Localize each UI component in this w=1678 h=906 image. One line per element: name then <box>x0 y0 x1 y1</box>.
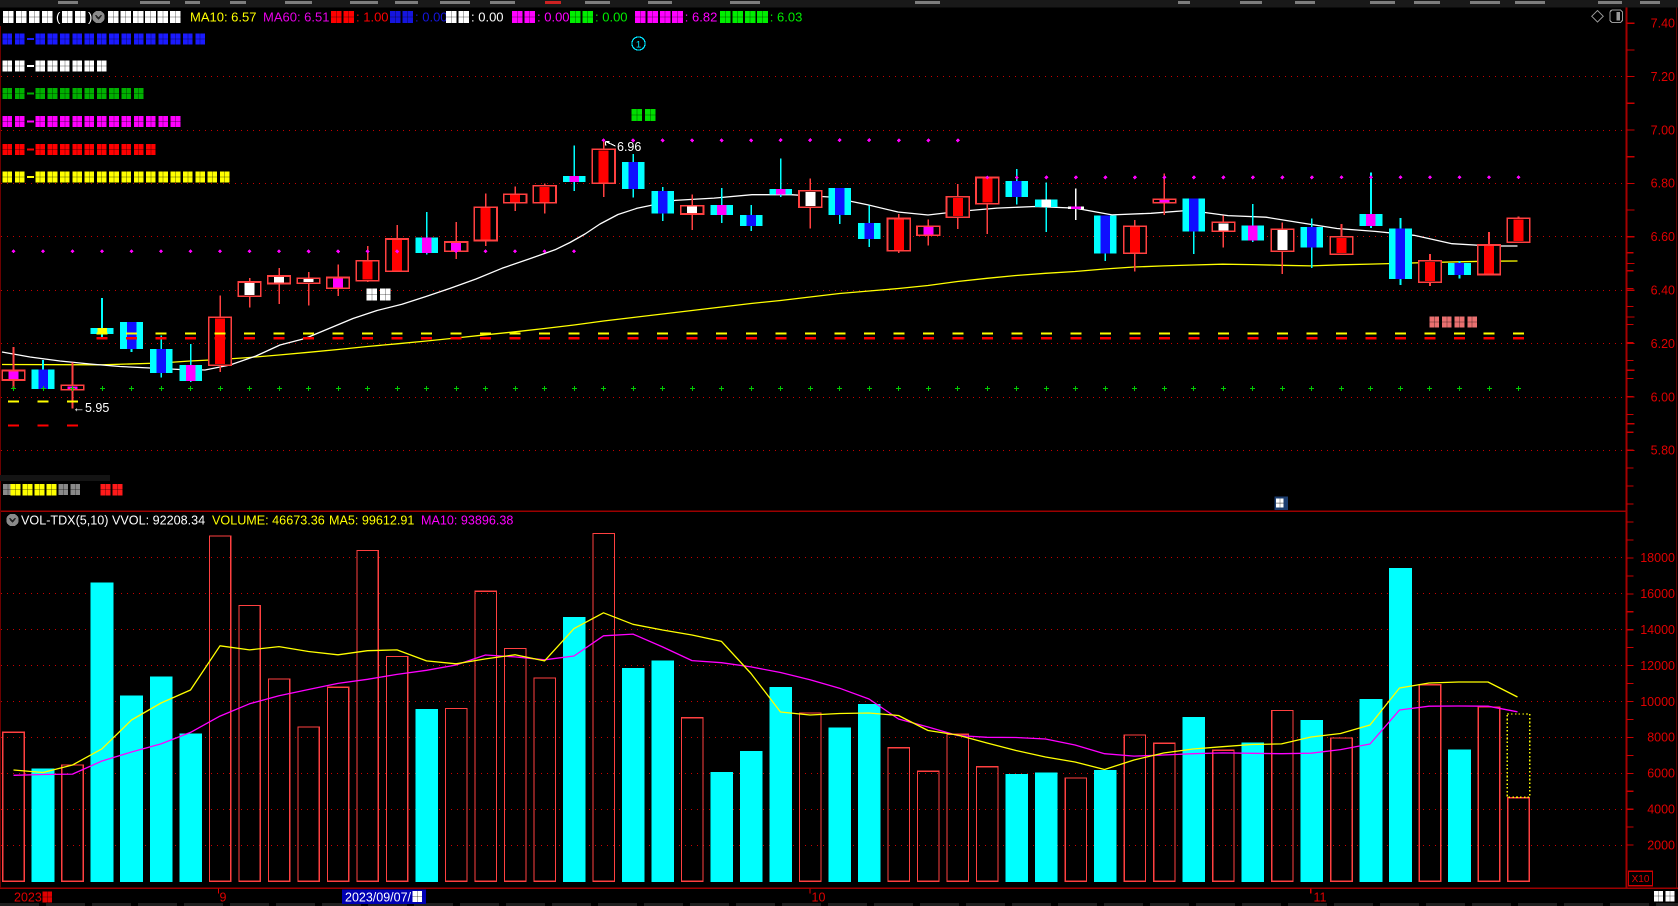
svg-text:10000: 10000 <box>1640 695 1675 709</box>
svg-text:: 0.00: : 0.00 <box>415 10 448 25</box>
svg-text:8000: 8000 <box>1647 731 1675 745</box>
svg-text:6.80: 6.80 <box>1651 177 1675 191</box>
svg-text:7.00: 7.00 <box>1651 123 1675 137</box>
svg-text:5.80: 5.80 <box>1651 444 1675 458</box>
svg-text:2023/09/07/: 2023/09/07/ <box>345 890 412 904</box>
svg-text:MA10: 6.57: MA10: 6.57 <box>190 10 257 25</box>
svg-text:: 1.00: : 1.00 <box>356 10 389 25</box>
svg-text:9: 9 <box>220 891 227 905</box>
svg-text:X10: X10 <box>1632 874 1650 885</box>
svg-text:1: 1 <box>636 40 641 51</box>
svg-text:7.20: 7.20 <box>1651 70 1675 84</box>
svg-text:16000: 16000 <box>1640 587 1675 601</box>
svg-text:MA10: 93896.38: MA10: 93896.38 <box>421 514 513 528</box>
svg-text:: 0.00: : 0.00 <box>595 10 628 25</box>
svg-text:4000: 4000 <box>1647 803 1675 817</box>
svg-text:: 0.00: : 0.00 <box>537 10 570 25</box>
svg-text:VOL-TDX(5,10) VVOL: 92208.34: VOL-TDX(5,10) VVOL: 92208.34 <box>21 514 205 528</box>
svg-text:MA5: 99612.91: MA5: 99612.91 <box>329 514 414 528</box>
svg-text:6.40: 6.40 <box>1651 284 1675 298</box>
svg-text:6.60: 6.60 <box>1651 230 1675 244</box>
svg-text:←5.95: ←5.95 <box>73 401 110 415</box>
svg-text:: 6.03: : 6.03 <box>770 10 803 25</box>
svg-text:6.96: 6.96 <box>617 140 641 154</box>
svg-text:10: 10 <box>812 891 826 905</box>
svg-text:7.40: 7.40 <box>1651 17 1675 31</box>
svg-text:VOLUME: 46673.36: VOLUME: 46673.36 <box>212 514 325 528</box>
svg-text:12000: 12000 <box>1640 659 1675 673</box>
svg-text:6000: 6000 <box>1647 767 1675 781</box>
svg-text:: 0.00: : 0.00 <box>471 10 504 25</box>
svg-text:2000: 2000 <box>1647 838 1675 852</box>
svg-text:MA60: 6.51: MA60: 6.51 <box>263 10 330 25</box>
svg-text:(: ( <box>56 10 61 25</box>
svg-text:): ) <box>88 10 92 25</box>
svg-text:2023: 2023 <box>14 891 42 905</box>
svg-text:14000: 14000 <box>1640 623 1675 637</box>
svg-text:11: 11 <box>1314 891 1327 905</box>
svg-text:6.00: 6.00 <box>1651 390 1675 404</box>
svg-text:: 6.82: : 6.82 <box>685 10 718 25</box>
svg-text:6.20: 6.20 <box>1651 337 1675 351</box>
svg-text:18000: 18000 <box>1640 551 1675 565</box>
